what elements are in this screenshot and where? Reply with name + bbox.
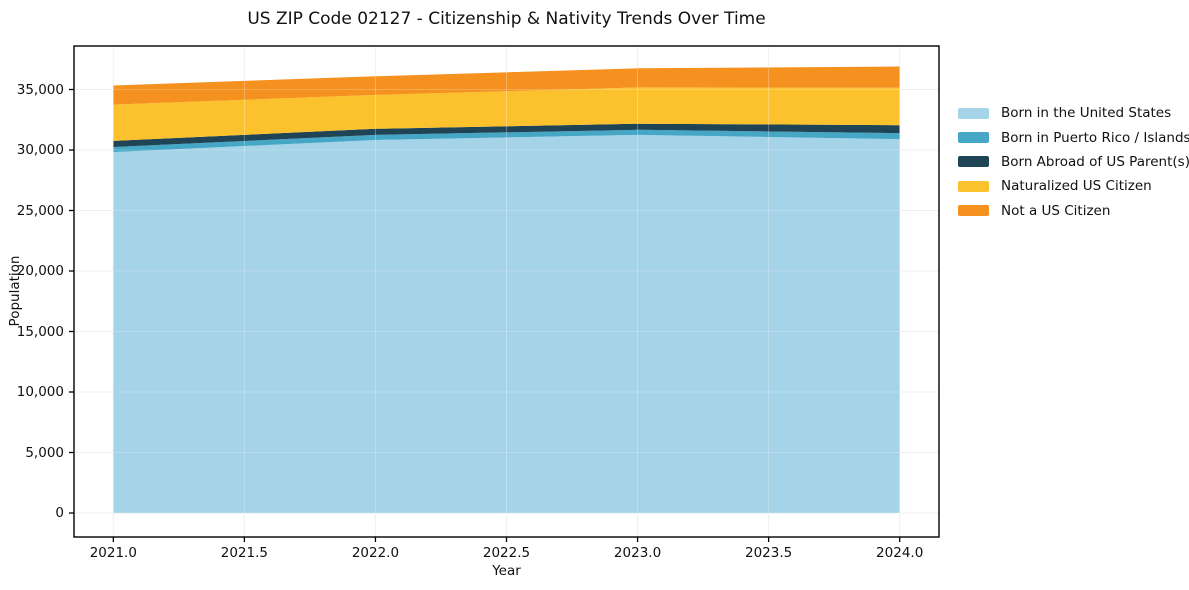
- area-series-4: [113, 66, 900, 105]
- legend-item: Born in Puerto Rico / Islands: [958, 125, 1189, 149]
- legend-swatch-born-abroad: [958, 156, 989, 168]
- y-axis-label: Population: [7, 255, 23, 327]
- area-series-2: [113, 123, 900, 147]
- legend-item: Born in the United States: [958, 101, 1189, 125]
- legend-swatch-naturalized: [958, 180, 989, 192]
- legend-label: Naturalized US Citizen: [1001, 178, 1152, 195]
- legend-label: Born Abroad of US Parent(s): [1001, 153, 1189, 170]
- legend-swatch-not-citizen: [958, 205, 989, 217]
- legend: Born in the United States Born in Puerto…: [958, 101, 1189, 223]
- legend-swatch-born-us: [958, 107, 989, 119]
- legend-label: Born in Puerto Rico / Islands: [1001, 129, 1189, 146]
- area-series-0: [113, 134, 900, 513]
- legend-item: Not a US Citizen: [958, 199, 1189, 223]
- legend-label: Born in the United States: [1001, 105, 1172, 122]
- area-series-1: [113, 129, 900, 153]
- legend-swatch-puerto-rico: [958, 132, 989, 144]
- area-series-3: [113, 87, 900, 141]
- legend-item: Born Abroad of US Parent(s): [958, 150, 1189, 174]
- chart-title: US ZIP Code 02127 - Citizenship & Nativi…: [247, 9, 766, 29]
- legend-item: Naturalized US Citizen: [958, 174, 1189, 198]
- x-axis-label: Year: [492, 563, 521, 579]
- legend-label: Not a US Citizen: [1001, 202, 1111, 219]
